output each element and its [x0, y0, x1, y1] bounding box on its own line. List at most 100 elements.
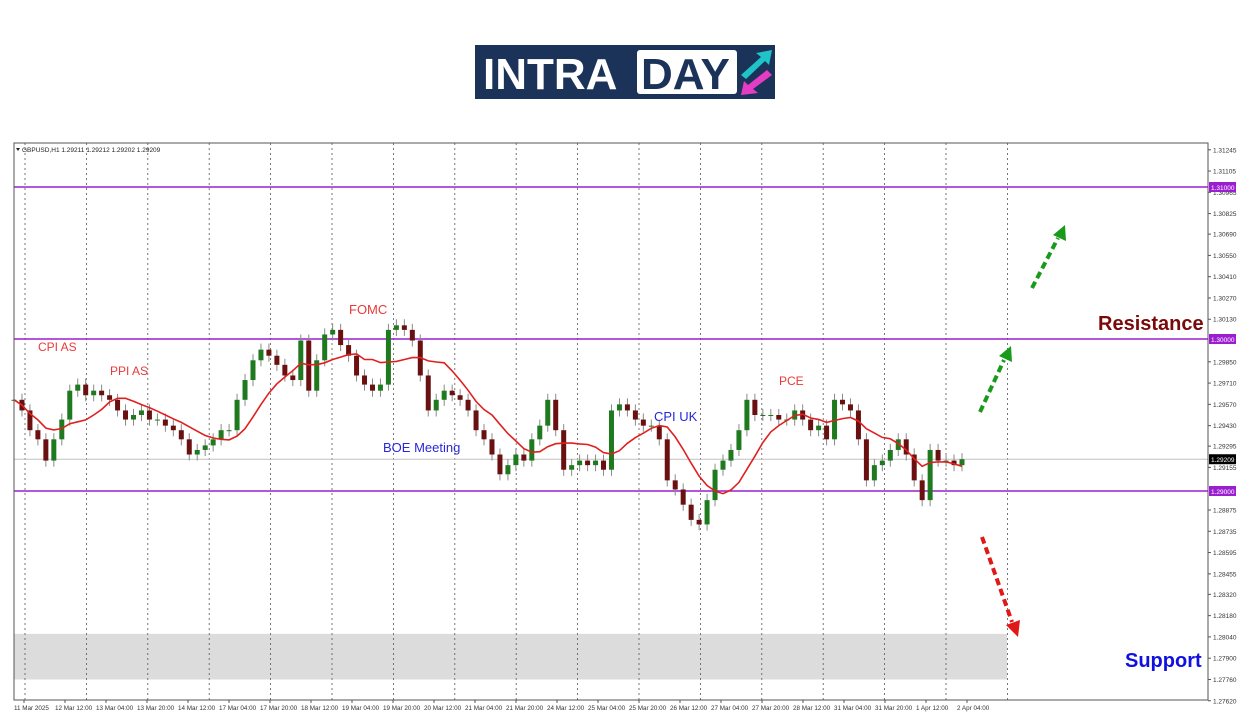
candle-body	[688, 504, 694, 520]
y-tick-label: 1.28180	[1213, 613, 1237, 620]
y-tick-label: 1.29710	[1213, 381, 1237, 388]
candle-body	[561, 430, 567, 470]
y-tick-label: 1.29570	[1213, 402, 1237, 409]
candle-body	[393, 325, 399, 330]
support-zone	[14, 633, 1007, 680]
logo-text-intra: INTRA	[483, 50, 617, 99]
candle-body	[847, 404, 853, 411]
x-tick-label: 13 Mar 20:00	[137, 705, 175, 712]
annotation-boe-meeting: BOE Meeting	[383, 440, 461, 455]
candle-body	[855, 410, 861, 440]
x-tick-label: 17 Mar 04:00	[219, 705, 257, 712]
y-tick-label: 1.28455	[1213, 571, 1237, 578]
plot-frame	[13, 142, 1209, 701]
x-tick-label: 12 Mar 12:00	[55, 705, 93, 712]
candle-body	[146, 410, 152, 420]
x-tick-label: 20 Mar 12:00	[424, 705, 462, 712]
candle-body	[648, 425, 654, 427]
candle-body	[760, 415, 766, 416]
candle-body	[449, 390, 455, 396]
x-tick-label: 17 Mar 20:00	[260, 705, 298, 712]
candle-body	[624, 404, 630, 411]
candle-body	[537, 425, 543, 440]
y-tick-label: 1.29155	[1213, 465, 1237, 472]
candle-body	[258, 349, 264, 361]
candle-body	[871, 465, 877, 481]
level-price-label: 1.29000	[1211, 489, 1235, 496]
candle-body	[266, 349, 272, 356]
candle-body	[242, 380, 248, 400]
candle-body	[282, 364, 288, 376]
candle-body	[330, 329, 336, 335]
candle-body	[115, 399, 121, 411]
candle-body	[322, 334, 328, 361]
candle-body	[808, 419, 814, 431]
candle-body	[385, 329, 391, 385]
candle-body	[170, 425, 176, 431]
y-tick-label: 1.29295	[1213, 444, 1237, 451]
y-tick-label: 1.29430	[1213, 423, 1237, 430]
candle-body	[712, 469, 718, 501]
candle-body	[672, 480, 678, 490]
candle-body	[362, 375, 368, 385]
y-tick-label: 1.30550	[1213, 253, 1237, 260]
candle-body	[816, 425, 822, 431]
candle-body	[306, 340, 312, 391]
candle-body	[585, 460, 591, 466]
candle-body	[226, 430, 232, 432]
dropdown-triangle-icon[interactable]	[16, 148, 20, 151]
candle-body	[457, 395, 463, 400]
candle-body	[879, 460, 885, 466]
y-tick-label: 1.31105	[1213, 169, 1236, 176]
candle-body	[123, 410, 129, 420]
candle-body	[35, 430, 41, 440]
candle-body	[601, 460, 607, 470]
candle-body	[154, 419, 160, 421]
candle-body	[903, 439, 909, 455]
candle-body	[768, 415, 774, 416]
level-price-badge	[1209, 182, 1236, 192]
candle-body	[919, 480, 925, 501]
y-tick-label: 1.31245	[1213, 147, 1237, 154]
candle-body	[162, 419, 168, 426]
x-tick-label: 21 Mar 20:00	[506, 705, 544, 712]
x-tick-label: 25 Mar 04:00	[588, 705, 626, 712]
arrow-down-icon	[741, 70, 772, 95]
x-tick-label: 31 Mar 04:00	[834, 705, 872, 712]
candle-body	[194, 449, 200, 455]
y-tick-label: 1.27760	[1213, 677, 1237, 684]
candle-body	[553, 399, 559, 431]
candle-body	[529, 439, 535, 461]
candle-body	[608, 410, 614, 470]
candle-body	[481, 430, 487, 440]
x-tick-label: 24 Mar 12:00	[547, 705, 585, 712]
x-tick-label: 25 Mar 20:00	[629, 705, 667, 712]
x-tick-label: 18 Mar 12:00	[301, 705, 339, 712]
candle-body	[664, 439, 670, 481]
x-tick-label: 26 Mar 12:00	[670, 705, 708, 712]
candle-body	[863, 439, 869, 481]
y-tick-label: 1.28735	[1213, 529, 1237, 536]
candle-body	[927, 449, 933, 501]
current-price-label: 1.29209	[1211, 457, 1235, 464]
candle-body	[314, 360, 320, 391]
candle-body	[218, 430, 224, 440]
candle-body	[59, 419, 65, 440]
candle-body	[377, 384, 383, 391]
x-tick-label: 27 Mar 04:00	[711, 705, 749, 712]
current-price-badge	[1209, 454, 1236, 465]
candle-body	[776, 415, 782, 420]
intraday-logo: INTRA DAY	[475, 45, 775, 99]
y-tick-label: 1.30965	[1213, 190, 1237, 197]
candle-body	[577, 460, 583, 466]
candle-body	[505, 465, 511, 475]
bullish-arrow-near	[978, 346, 1012, 413]
candle-body	[489, 439, 495, 455]
x-tick-label: 27 Mar 20:00	[752, 705, 790, 712]
candle-body	[959, 459, 965, 466]
candle-body	[369, 384, 375, 391]
y-tick-label: 1.27900	[1213, 656, 1237, 663]
candle-body	[441, 390, 447, 400]
candle-body	[720, 460, 726, 470]
